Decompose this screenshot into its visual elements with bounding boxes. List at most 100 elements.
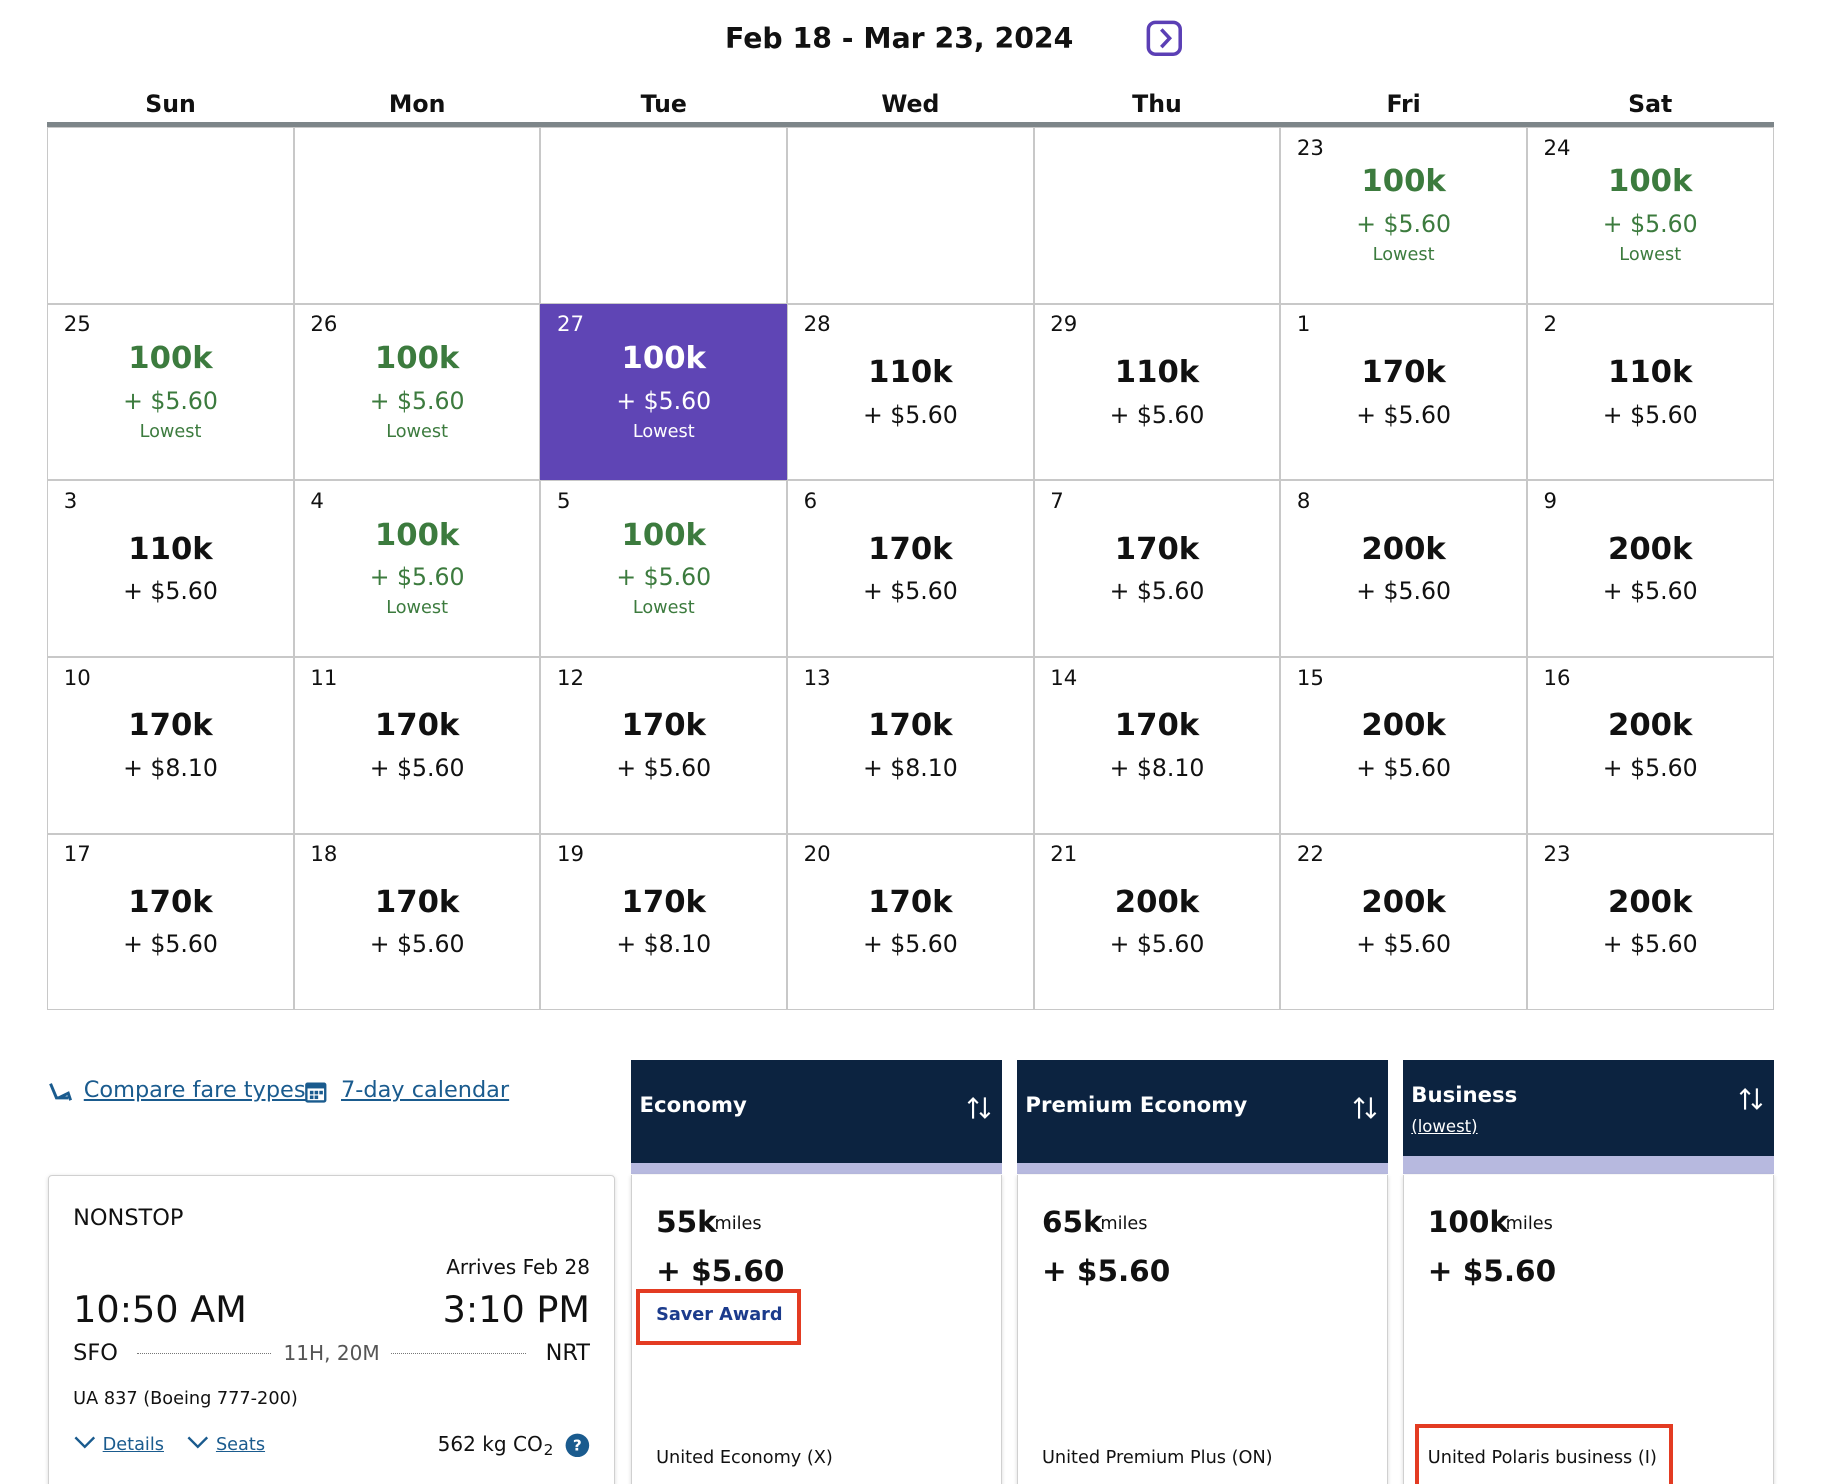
calendar-cell-border [1033, 480, 1281, 657]
miles-price: 170k [868, 531, 953, 567]
day-number: 25 [63, 312, 91, 338]
miles-price: 170k [1361, 355, 1446, 391]
miles-price: 100k [374, 517, 460, 553]
miles-price: 200k [1608, 708, 1693, 744]
fare-type-name: Economy [639, 1092, 747, 1118]
lowest-label: Lowest [1619, 245, 1682, 266]
calendar-cell-border [540, 127, 788, 304]
miles-price: 170k [868, 708, 953, 744]
day-number: 19 [556, 842, 584, 868]
fee-price: + $8.10 [616, 930, 712, 959]
day-number: 23 [1296, 135, 1324, 161]
sort-icon [1353, 1097, 1377, 1119]
weekday-label: Wed [881, 89, 940, 118]
day-number: 21 [1050, 842, 1078, 868]
fare-type-name: Business [1411, 1083, 1518, 1109]
day-number: 22 [1296, 842, 1324, 868]
day-number: 15 [1296, 665, 1324, 691]
fee-price: + $5.60 [1356, 753, 1452, 782]
calendar-day-cell[interactable] [47, 480, 294, 657]
fee-price: + $5.60 [1109, 400, 1205, 429]
calendar-cell-border [47, 127, 294, 304]
day-number: 6 [803, 488, 818, 514]
calendar-cell-border [293, 127, 541, 304]
miles-price: 200k [1114, 884, 1200, 920]
emissions: 562 kg CO [437, 1432, 543, 1457]
arrive-time: 3:10 PM [442, 1287, 590, 1331]
weekday-label: Sun [145, 89, 196, 118]
chevron-icon [74, 1436, 96, 1449]
miles-price: 110k [128, 531, 213, 567]
fee-price: + $5.60 [1602, 577, 1698, 606]
fare-column-header[interactable] [1403, 1059, 1774, 1157]
miles-price: 170k [128, 708, 213, 744]
calendar-day-cell[interactable] [1527, 304, 1774, 481]
miles-unit: miles [714, 1214, 762, 1235]
miles-price: 200k [1361, 884, 1446, 920]
fee-price: + $5.60 [123, 577, 218, 606]
calendar-cell-border [1526, 303, 1774, 481]
day-number: 28 [803, 312, 831, 338]
seats-link[interactable]: Seats [215, 1434, 266, 1455]
next-range-button[interactable] [1146, 20, 1183, 57]
lowest-label: Lowest [632, 598, 695, 619]
miles-price: 200k [1608, 531, 1693, 567]
calendar-cell-border [540, 833, 788, 1011]
fare-column-header[interactable] [631, 1059, 1002, 1164]
fare-miles: 100k [1427, 1204, 1509, 1239]
day-number: 27 [556, 312, 584, 338]
fee-price: + $5.60 [369, 753, 465, 782]
miles-price: 170k [868, 884, 953, 920]
day-number: 10 [63, 665, 91, 691]
fare-card[interactable] [1403, 1175, 1774, 1484]
miles-price: 100k [1361, 164, 1446, 200]
sort-icon [1739, 1087, 1763, 1110]
day-number: 24 [1543, 135, 1571, 161]
fare-type-sub: (lowest) [1411, 1116, 1478, 1136]
calendar-cell-border [1526, 127, 1774, 304]
weekday-label: Mon [388, 89, 446, 118]
day-number: 23 [1543, 842, 1571, 868]
flight-number: UA 837 (Boeing 777-200) [73, 1388, 298, 1409]
lowest-label: Lowest [1372, 245, 1435, 266]
fare-card[interactable] [1017, 1175, 1388, 1484]
calendar-day-cell[interactable] [1034, 480, 1281, 657]
fare-header-strip [1017, 1163, 1388, 1175]
day-number: 14 [1050, 665, 1078, 691]
fee-price: + $5.60 [862, 930, 958, 959]
dotted-line [390, 1353, 527, 1355]
fare-miles: 65k [1041, 1204, 1103, 1239]
compare-fare-types-link[interactable]: Compare fare types [83, 1076, 306, 1103]
seven-day-calendar-link[interactable]: 7-day calendar [341, 1076, 510, 1103]
calendar-cell-border [1280, 480, 1527, 657]
calendar-day-cell[interactable] [787, 480, 1034, 657]
fee-price: + $5.60 [123, 930, 218, 959]
fare-column-header[interactable] [1017, 1059, 1388, 1164]
day-number: 7 [1050, 488, 1064, 514]
fare-card[interactable] [631, 1175, 1002, 1484]
destination-code: NRT [545, 1340, 590, 1366]
day-number: 2 [1543, 312, 1557, 338]
fare-fee: + $5.60 [1041, 1254, 1171, 1289]
calendar-day-cell[interactable] [540, 303, 788, 481]
miles-price: 200k [1361, 708, 1446, 744]
calendar-day-cell[interactable] [1527, 480, 1774, 657]
fee-price: + $5.60 [1109, 930, 1205, 959]
calendar-day-cell[interactable] [1280, 304, 1527, 481]
info-icon[interactable]: ? [565, 1433, 590, 1458]
fare-class: United Premium Plus (ON) [1041, 1447, 1273, 1468]
day-number: 17 [63, 842, 91, 868]
duration: 11H, 20M [283, 1341, 380, 1366]
day-number: 12 [556, 665, 584, 691]
details-link[interactable]: Details [102, 1434, 164, 1455]
emissions-subscript: 2 [543, 1441, 554, 1460]
calendar-cell-border [47, 657, 294, 834]
calendar-day-cell[interactable] [1280, 480, 1527, 657]
svg-text:?: ? [573, 1436, 582, 1454]
fee-price: + $5.60 [616, 386, 712, 415]
fare-class: United Economy (X) [656, 1447, 833, 1468]
highlight-box [1414, 1424, 1674, 1484]
calendar-cell-border [293, 303, 541, 481]
seat-icon [49, 1082, 73, 1101]
fare-header-strip [1403, 1156, 1774, 1175]
